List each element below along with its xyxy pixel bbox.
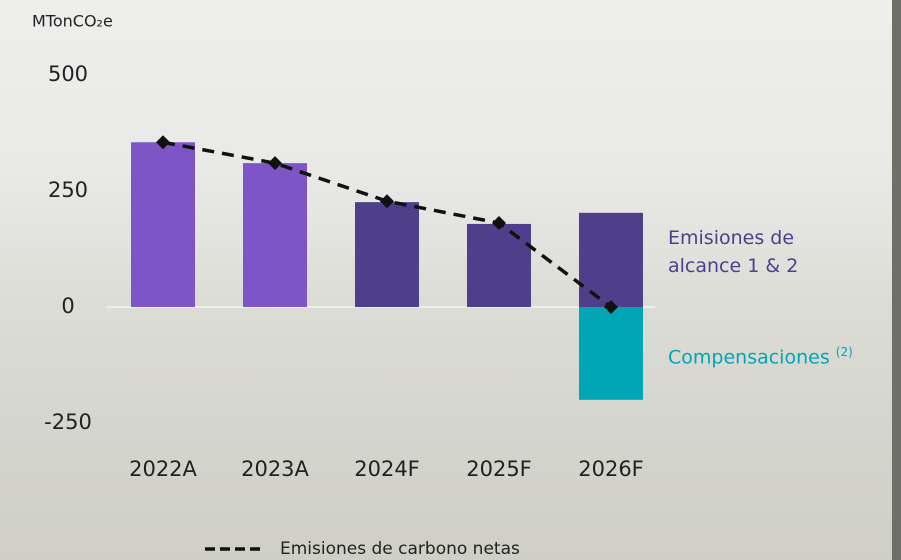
y-tick-label: -250 [44,410,92,434]
line-marker [604,300,618,314]
background-edge [892,0,901,560]
line-marker [268,156,282,171]
line-marker [492,216,506,231]
y-tick-label: 0 [61,294,74,318]
bar [131,142,195,307]
bar [467,223,531,307]
bar [355,202,419,307]
bar [579,307,643,400]
bar [579,212,643,307]
x-tick-label: 2024F [354,457,420,481]
legend-label: Emisiones de alcance 1 & 2 [668,227,799,277]
legend-label: Emisiones de carbono netas [280,539,520,559]
x-tick-label: 2022A [129,457,197,481]
note-marker: (2) [835,345,853,359]
y-tick-label: 250 [48,178,88,202]
y-tick-label: 500 [48,62,88,86]
legend-entry: Compensaciones (2) [668,338,853,371]
line-marker [156,135,170,150]
x-tick-label: 2026F [578,457,644,481]
bar [243,163,307,307]
legend-label: Compensaciones [668,346,830,369]
x-tick-label: 2023A [241,457,309,481]
x-tick-label: 2025F [466,457,532,481]
line-marker [380,194,394,209]
unit-label: MTonCO₂e [32,12,113,31]
